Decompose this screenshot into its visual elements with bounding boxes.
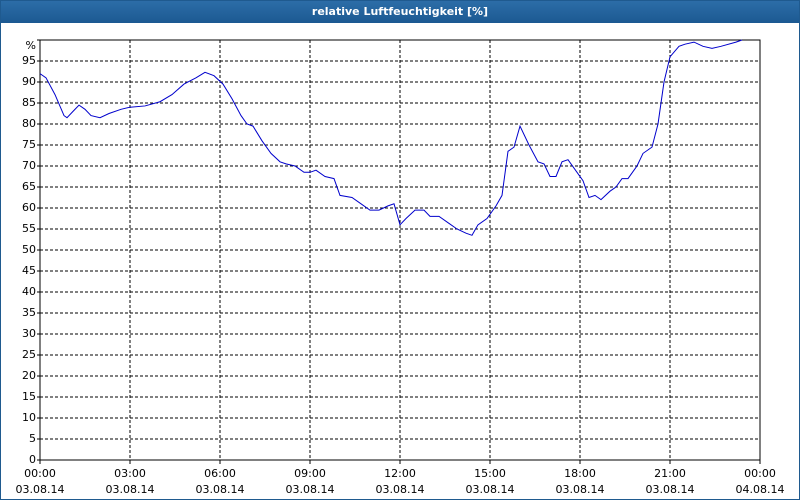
x-tick-label: 18:00	[564, 467, 596, 480]
y-tick-label: 95	[22, 54, 36, 67]
x-tick-label: 09:00	[294, 467, 326, 480]
y-tick-label: 90	[22, 75, 36, 88]
x-tick-date: 03.08.14	[556, 483, 605, 496]
y-tick-label: 55	[22, 222, 36, 235]
y-tick-label: 45	[22, 264, 36, 277]
x-tick-date: 03.08.14	[106, 483, 155, 496]
x-tick-date: 03.08.14	[376, 483, 425, 496]
plot-frame	[39, 39, 761, 461]
y-tick-label: %	[26, 39, 36, 52]
y-tick-label: 75	[22, 138, 36, 151]
y-tick-label: 10	[22, 411, 36, 424]
y-tick-label: 65	[22, 180, 36, 193]
x-tick-date: 03.08.14	[646, 483, 695, 496]
y-tick-label: 70	[22, 159, 36, 172]
x-tick-label: 06:00	[204, 467, 236, 480]
y-tick-label: 30	[22, 327, 36, 340]
y-tick-label: 85	[22, 96, 36, 109]
y-tick-label: 35	[22, 306, 36, 319]
y-tick-label: 25	[22, 348, 36, 361]
x-tick-label: 00:00	[744, 467, 776, 480]
x-tick-date: 03.08.14	[16, 483, 65, 496]
y-tick-label: 15	[22, 390, 36, 403]
y-tick-label: 5	[29, 432, 36, 445]
x-tick-label: 03:00	[114, 467, 146, 480]
x-tick-date: 04.08.14	[736, 483, 785, 496]
data-line	[39, 39, 743, 236]
y-tick-label: 20	[22, 369, 36, 382]
y-tick-label: 50	[22, 243, 36, 256]
x-tick-date: 03.08.14	[466, 483, 515, 496]
title-bar: relative Luftfeuchtigkeit [%]	[1, 1, 799, 23]
y-tick-label: 80	[22, 117, 36, 130]
x-tick-date: 03.08.14	[196, 483, 245, 496]
y-tick-label: 0	[29, 453, 36, 466]
x-tick-label: 15:00	[474, 467, 506, 480]
x-tick-label: 12:00	[384, 467, 416, 480]
x-tick-label: 21:00	[654, 467, 686, 480]
x-tick-label: 00:00	[24, 467, 56, 480]
y-tick-label: 60	[22, 201, 36, 214]
y-tick-label: 40	[22, 285, 36, 298]
x-tick-date: 03.08.14	[286, 483, 335, 496]
